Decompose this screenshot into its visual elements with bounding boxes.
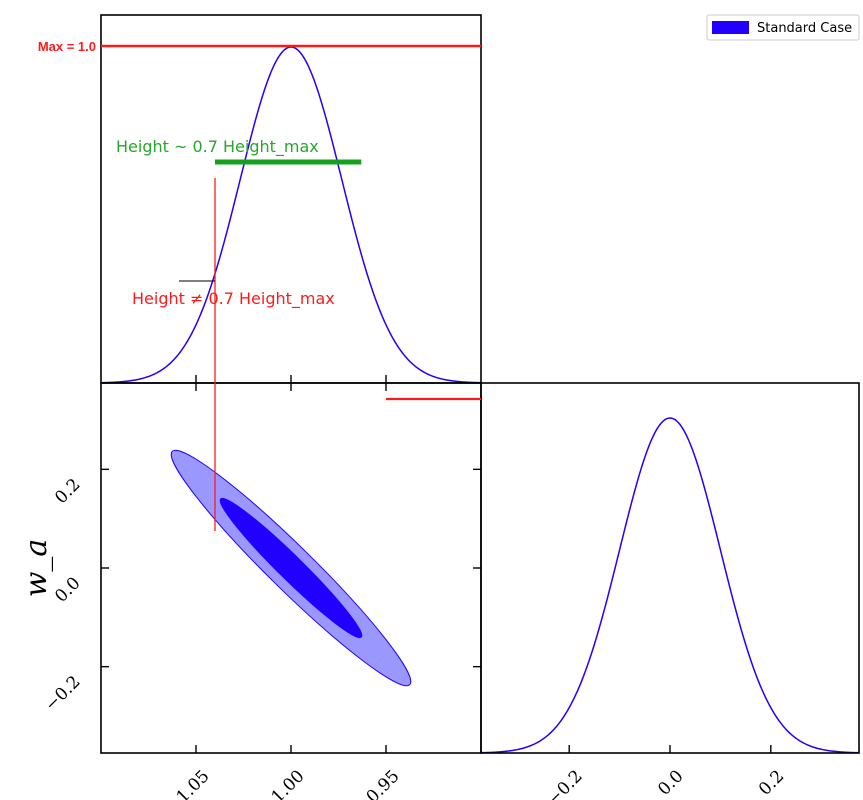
wa-tick-label: −0.2 [41, 672, 84, 715]
max-label: Max = 1.0 [38, 39, 96, 54]
w0-tick-label: −0.95 [353, 766, 404, 800]
wa-marginal-curve [480, 417, 860, 754]
wa-x-tick-label: −0.2 [543, 766, 586, 800]
contour-68pct [219, 497, 363, 639]
wa-marginal-frame [480, 382, 860, 754]
joint-contour-panel [100, 382, 482, 754]
legend: Standard Case [706, 14, 860, 41]
w0-tick-label: −1.05 [163, 766, 214, 800]
w0-tick-label: −1.00 [258, 766, 309, 800]
red-height-label: Height ≠ 0.7 Height_max [132, 289, 335, 309]
wa-tick-label: 0.0 [51, 573, 84, 606]
legend-label: Standard Case [757, 21, 852, 36]
wa-marginal-panel [480, 382, 860, 754]
wa-axis-label: w_a [19, 539, 54, 598]
w0-marginal-curve [100, 46, 482, 384]
wa-x-tick-label: 0.2 [755, 766, 788, 799]
wa-x-tick-label: 0.0 [654, 766, 687, 799]
legend-swatch [712, 21, 749, 34]
green-height-label: Height ~ 0.7 Height_max [116, 137, 319, 157]
w0-marginal-panel [100, 14, 482, 384]
wa-tick-label: 0.2 [51, 475, 84, 508]
w0-marginal-frame [100, 14, 482, 384]
